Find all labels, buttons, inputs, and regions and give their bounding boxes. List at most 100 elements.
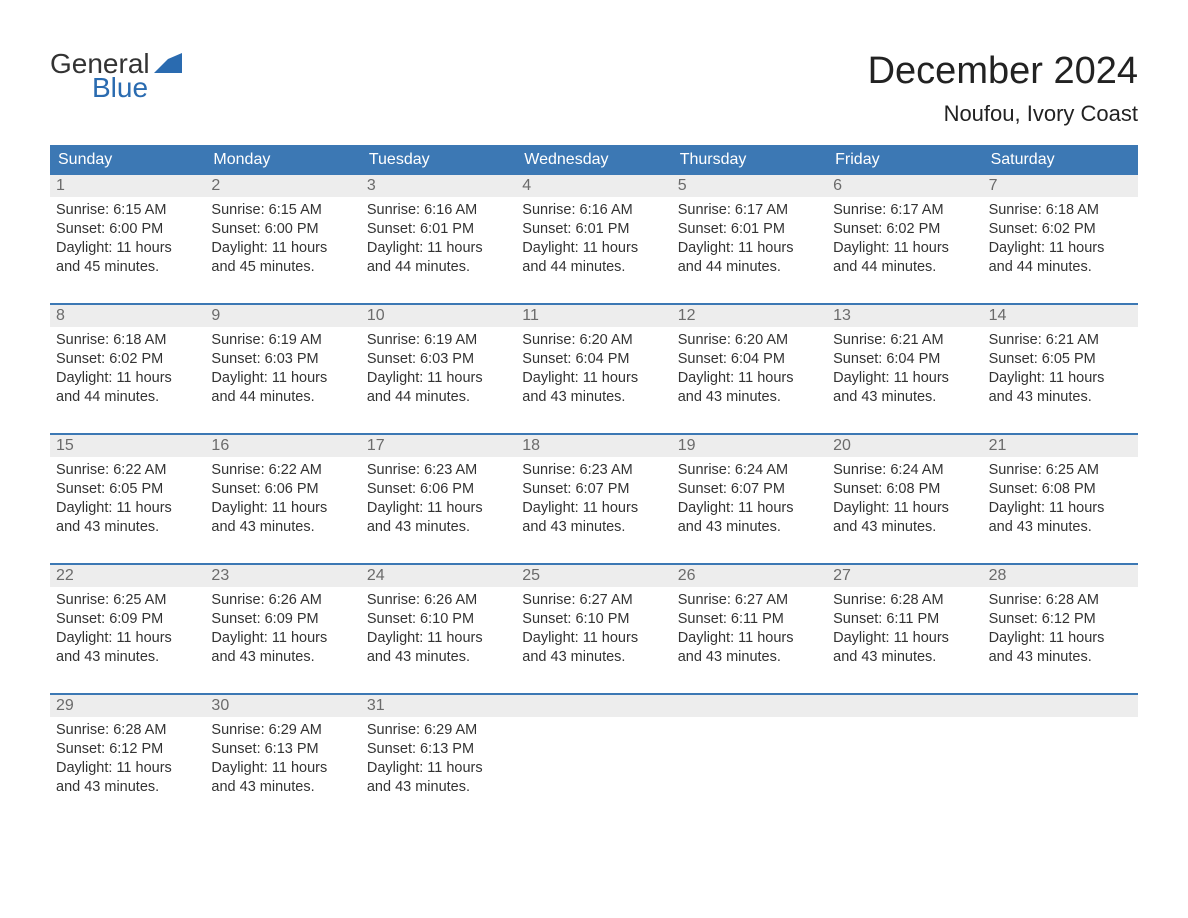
day-sunset: Sunset: 6:11 PM (678, 610, 821, 629)
day-d1: Daylight: 11 hours (211, 369, 354, 388)
day-d2: and 43 minutes. (522, 518, 665, 537)
day-cell: Sunrise: 6:16 AMSunset: 6:01 PMDaylight:… (516, 197, 671, 289)
day-number: 14 (983, 305, 1138, 327)
day-number: 6 (827, 175, 982, 197)
day-cell: Sunrise: 6:29 AMSunset: 6:13 PMDaylight:… (205, 717, 360, 809)
day-d1: Daylight: 11 hours (989, 239, 1132, 258)
day-cell: Sunrise: 6:15 AMSunset: 6:00 PMDaylight:… (50, 197, 205, 289)
header: General Blue December 2024 Noufou, Ivory… (50, 50, 1138, 127)
day-cell: Sunrise: 6:22 AMSunset: 6:06 PMDaylight:… (205, 457, 360, 549)
day-sunrise: Sunrise: 6:19 AM (211, 331, 354, 350)
day-cell: Sunrise: 6:18 AMSunset: 6:02 PMDaylight:… (50, 327, 205, 419)
day-number (983, 695, 1138, 717)
day-d1: Daylight: 11 hours (522, 369, 665, 388)
day-d1: Daylight: 11 hours (367, 629, 510, 648)
day-d2: and 44 minutes. (56, 388, 199, 407)
day-cell: Sunrise: 6:19 AMSunset: 6:03 PMDaylight:… (205, 327, 360, 419)
day-d1: Daylight: 11 hours (56, 369, 199, 388)
day-d1: Daylight: 11 hours (989, 369, 1132, 388)
day-d1: Daylight: 11 hours (367, 499, 510, 518)
day-d1: Daylight: 11 hours (833, 629, 976, 648)
day-sunset: Sunset: 6:03 PM (367, 350, 510, 369)
day-sunrise: Sunrise: 6:26 AM (211, 591, 354, 610)
day-d2: and 44 minutes. (211, 388, 354, 407)
day-d2: and 43 minutes. (367, 648, 510, 667)
day-d2: and 43 minutes. (833, 648, 976, 667)
day-sunrise: Sunrise: 6:18 AM (56, 331, 199, 350)
day-d1: Daylight: 11 hours (56, 759, 199, 778)
day-cell (516, 717, 671, 809)
day-d2: and 45 minutes. (56, 258, 199, 277)
day-sunrise: Sunrise: 6:26 AM (367, 591, 510, 610)
day-d2: and 44 minutes. (989, 258, 1132, 277)
day-d2: and 43 minutes. (678, 518, 821, 537)
day-sunset: Sunset: 6:12 PM (989, 610, 1132, 629)
day-d2: and 43 minutes. (56, 518, 199, 537)
logo-flag-icon (154, 50, 182, 78)
day-d1: Daylight: 11 hours (522, 239, 665, 258)
day-sunset: Sunset: 6:06 PM (211, 480, 354, 499)
day-sunset: Sunset: 6:01 PM (367, 220, 510, 239)
day-d2: and 43 minutes. (833, 518, 976, 537)
day-sunrise: Sunrise: 6:28 AM (833, 591, 976, 610)
day-cell: Sunrise: 6:20 AMSunset: 6:04 PMDaylight:… (516, 327, 671, 419)
day-sunrise: Sunrise: 6:29 AM (211, 721, 354, 740)
dow-cell: Sunday (50, 145, 205, 175)
day-d1: Daylight: 11 hours (367, 369, 510, 388)
day-sunrise: Sunrise: 6:18 AM (989, 201, 1132, 220)
day-d2: and 43 minutes. (56, 778, 199, 797)
day-number: 3 (361, 175, 516, 197)
day-sunset: Sunset: 6:01 PM (678, 220, 821, 239)
day-d1: Daylight: 11 hours (678, 369, 821, 388)
day-d2: and 43 minutes. (522, 648, 665, 667)
day-d2: and 44 minutes. (678, 258, 821, 277)
month-title: December 2024 (868, 50, 1138, 93)
calendar-week: 891011121314Sunrise: 6:18 AMSunset: 6:02… (50, 303, 1138, 419)
day-d1: Daylight: 11 hours (833, 239, 976, 258)
day-cell: Sunrise: 6:20 AMSunset: 6:04 PMDaylight:… (672, 327, 827, 419)
day-sunset: Sunset: 6:04 PM (522, 350, 665, 369)
day-cell: Sunrise: 6:24 AMSunset: 6:07 PMDaylight:… (672, 457, 827, 549)
dow-cell: Saturday (983, 145, 1138, 175)
day-number: 27 (827, 565, 982, 587)
day-number: 17 (361, 435, 516, 457)
dow-cell: Wednesday (516, 145, 671, 175)
day-sunset: Sunset: 6:00 PM (211, 220, 354, 239)
day-sunrise: Sunrise: 6:16 AM (522, 201, 665, 220)
day-cell: Sunrise: 6:21 AMSunset: 6:05 PMDaylight:… (983, 327, 1138, 419)
day-sunrise: Sunrise: 6:28 AM (989, 591, 1132, 610)
day-d1: Daylight: 11 hours (678, 629, 821, 648)
day-cell: Sunrise: 6:23 AMSunset: 6:07 PMDaylight:… (516, 457, 671, 549)
day-sunset: Sunset: 6:04 PM (678, 350, 821, 369)
day-d2: and 44 minutes. (522, 258, 665, 277)
day-d1: Daylight: 11 hours (989, 629, 1132, 648)
day-cell: Sunrise: 6:23 AMSunset: 6:06 PMDaylight:… (361, 457, 516, 549)
day-sunset: Sunset: 6:10 PM (367, 610, 510, 629)
day-d2: and 44 minutes. (367, 388, 510, 407)
day-sunrise: Sunrise: 6:23 AM (367, 461, 510, 480)
day-d2: and 43 minutes. (522, 388, 665, 407)
day-sunset: Sunset: 6:07 PM (678, 480, 821, 499)
day-sunset: Sunset: 6:13 PM (211, 740, 354, 759)
day-number: 5 (672, 175, 827, 197)
day-sunrise: Sunrise: 6:20 AM (522, 331, 665, 350)
day-number (672, 695, 827, 717)
day-cell: Sunrise: 6:25 AMSunset: 6:08 PMDaylight:… (983, 457, 1138, 549)
day-number: 28 (983, 565, 1138, 587)
day-sunset: Sunset: 6:12 PM (56, 740, 199, 759)
day-sunset: Sunset: 6:09 PM (211, 610, 354, 629)
day-cell: Sunrise: 6:29 AMSunset: 6:13 PMDaylight:… (361, 717, 516, 809)
day-number: 12 (672, 305, 827, 327)
day-sunset: Sunset: 6:02 PM (989, 220, 1132, 239)
logo-text-blue: Blue (92, 74, 148, 102)
day-number: 20 (827, 435, 982, 457)
day-sunrise: Sunrise: 6:20 AM (678, 331, 821, 350)
day-cell: Sunrise: 6:16 AMSunset: 6:01 PMDaylight:… (361, 197, 516, 289)
day-number: 8 (50, 305, 205, 327)
day-number: 9 (205, 305, 360, 327)
day-d1: Daylight: 11 hours (678, 239, 821, 258)
day-d1: Daylight: 11 hours (678, 499, 821, 518)
day-sunset: Sunset: 6:05 PM (56, 480, 199, 499)
day-cell: Sunrise: 6:18 AMSunset: 6:02 PMDaylight:… (983, 197, 1138, 289)
location: Noufou, Ivory Coast (868, 101, 1138, 127)
